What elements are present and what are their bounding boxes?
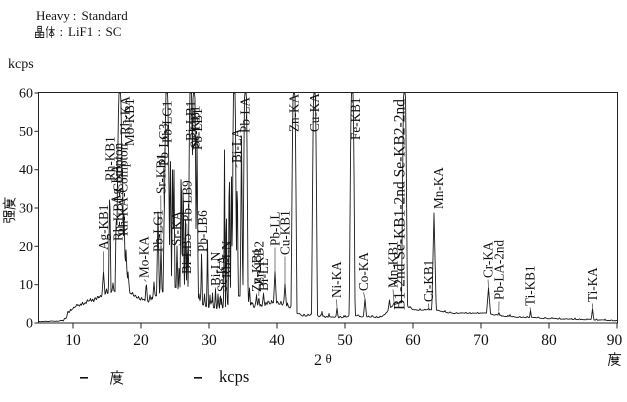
svg-text:θ: θ <box>326 351 332 366</box>
svg-text:Ag-KB1: Ag-KB1 <box>96 205 111 250</box>
svg-text:20: 20 <box>133 332 149 349</box>
svg-text:Pb-LB1: Pb-LB1 <box>190 108 205 150</box>
svg-text:Fe-KB1: Fe-KB1 <box>348 98 363 141</box>
svg-text:Ag-KA: Ag-KA <box>109 164 124 204</box>
svg-text:Ti-KB1: Ti-KB1 <box>523 265 538 306</box>
svg-text:Pb-LL: Pb-LL <box>268 212 283 246</box>
svg-text:B1-2nd Se-KB1-2nd Se-KB2-2nd: B1-2nd Se-KB1-2nd Se-KB2-2nd <box>392 99 409 310</box>
svg-text:Rh-KB1-Compton: Rh-KB1-Compton <box>110 142 125 241</box>
svg-text:60: 60 <box>19 87 33 102</box>
svg-text:Mo-KA: Mo-KA <box>137 236 152 278</box>
svg-text:2: 2 <box>314 352 322 369</box>
svg-text:Cr-KB1: Cr-KB1 <box>421 260 436 302</box>
svg-text:Pb-LG3: Pb-LG3 <box>156 123 171 166</box>
svg-text::: : <box>98 24 102 39</box>
svg-text:kcps: kcps <box>219 367 249 386</box>
svg-text:Cu-KA: Cu-KA <box>307 93 322 132</box>
svg-text:Mn-KA: Mn-KA <box>431 167 446 209</box>
svg-text:Bi-LA: Bi-LA <box>229 128 244 163</box>
svg-text::: : <box>60 24 64 39</box>
svg-text:kcps: kcps <box>8 57 34 72</box>
svg-text:40: 40 <box>269 332 285 349</box>
svg-text:Ti-KA: Ti-KA <box>585 267 600 302</box>
svg-text:30: 30 <box>201 332 217 349</box>
svg-text:Rh-KA-Compton: Rh-KA-Compton <box>115 143 130 236</box>
svg-text:Zn-KB1: Zn-KB1 <box>249 248 264 292</box>
svg-text:80: 80 <box>541 332 557 349</box>
svg-text::: : <box>73 8 77 23</box>
svg-text:Se-KB1: Se-KB1 <box>187 106 202 149</box>
svg-text:Cu-KB1: Cu-KB1 <box>278 210 293 255</box>
svg-text:10: 10 <box>19 278 33 293</box>
svg-text:Sr-KB1: Sr-KB1 <box>153 153 168 194</box>
svg-text:10: 10 <box>65 332 81 349</box>
svg-text:Sr-KA: Sr-KA <box>169 211 184 246</box>
svg-text:Bi-LN: Bi-LN <box>208 251 223 286</box>
svg-text:Co-KA: Co-KA <box>356 252 371 291</box>
svg-text:Zn-KB2: Zn-KB2 <box>252 241 267 285</box>
svg-text:Pb-LG1: Pb-LG1 <box>151 210 166 253</box>
svg-text:90: 90 <box>607 332 623 349</box>
svg-text:20: 20 <box>19 240 33 255</box>
svg-text:Rb-LN: Rb-LN <box>219 240 234 278</box>
svg-text:Zn-KA: Zn-KA <box>287 93 302 132</box>
svg-text:30: 30 <box>19 202 33 217</box>
svg-text:Pb-LA: Pb-LA <box>238 97 253 133</box>
svg-text:Bi-LB5: Bi-LB5 <box>179 233 194 274</box>
svg-text:50: 50 <box>337 332 353 349</box>
svg-text:60: 60 <box>405 332 421 349</box>
svg-text:LiF1: LiF1 <box>68 24 93 39</box>
svg-text:50: 50 <box>19 125 33 140</box>
svg-text:Bi-LB1: Bi-LB1 <box>183 101 198 141</box>
svg-text:SC: SC <box>106 24 122 39</box>
svg-text:Standard: Standard <box>82 8 129 23</box>
svg-text:40: 40 <box>19 163 33 178</box>
svg-text:Mn-KB1: Mn-KB1 <box>386 240 401 288</box>
svg-text:Pb-LA-2nd: Pb-LA-2nd <box>492 240 507 300</box>
svg-text:Rh-KA: Rh-KA <box>117 96 132 135</box>
svg-text:Mo-KB1: Mo-KB1 <box>122 98 137 146</box>
svg-text:Heavy: Heavy <box>36 8 70 23</box>
svg-text:Se-KA: Se-KA <box>214 255 229 292</box>
svg-text:70: 70 <box>473 332 489 349</box>
svg-text:Ni-KA: Ni-KA <box>329 261 344 298</box>
svg-text:Cr-KA: Cr-KA <box>481 241 496 278</box>
svg-text:Pb-LB6: Pb-LB6 <box>195 210 210 252</box>
svg-text:Bi-LL: Bi-LL <box>256 258 271 291</box>
svg-text:Rh-KB1: Rh-KB1 <box>103 136 118 181</box>
svg-text:0: 0 <box>26 317 33 332</box>
svg-text:Pb-LB9: Pb-LB9 <box>179 180 194 222</box>
svg-text:Pb-LG1: Pb-LG1 <box>159 101 174 144</box>
